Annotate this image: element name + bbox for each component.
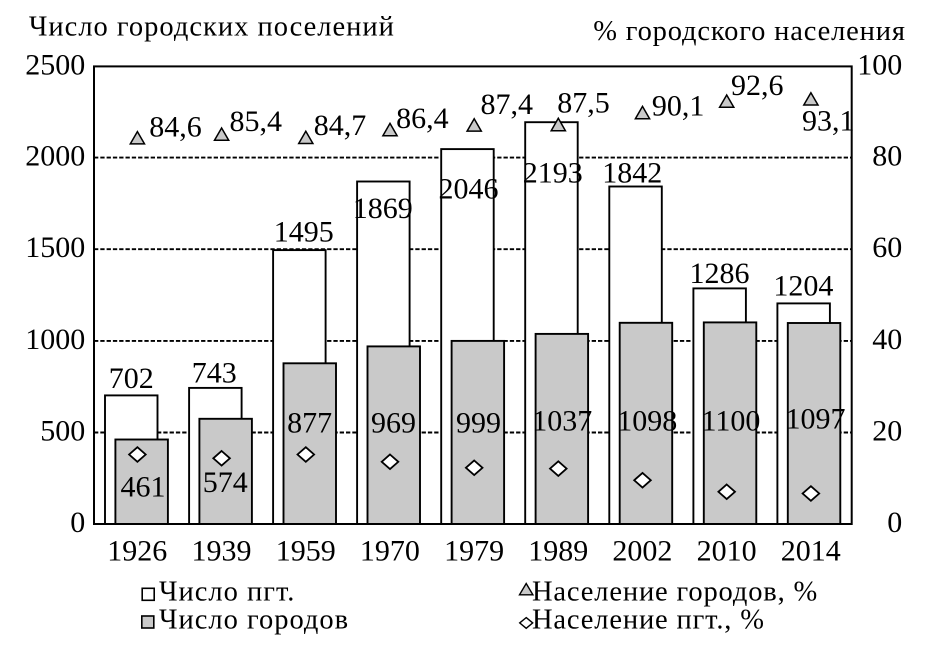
svg-text:Население пгт., %: Население пгт., % [532, 605, 765, 636]
svg-text:100: 100 [857, 48, 902, 81]
svg-text:2014: 2014 [781, 535, 841, 568]
svg-text:1495: 1495 [274, 215, 334, 248]
svg-text:1926: 1926 [107, 535, 167, 568]
svg-text:93,1: 93,1 [802, 105, 855, 138]
svg-text:2002: 2002 [612, 535, 672, 568]
svg-text:86,4: 86,4 [396, 102, 449, 135]
svg-text:1204: 1204 [773, 270, 833, 303]
svg-text:2193: 2193 [523, 157, 583, 190]
svg-text:40: 40 [872, 323, 902, 356]
svg-text:90,1: 90,1 [652, 89, 705, 122]
svg-text:1959: 1959 [276, 535, 336, 568]
svg-text:1100: 1100 [702, 405, 761, 438]
svg-text:2000: 2000 [25, 140, 85, 173]
svg-text:2010: 2010 [697, 535, 757, 568]
svg-text:84,6: 84,6 [149, 111, 202, 144]
svg-text:1869: 1869 [353, 192, 413, 225]
svg-text:877: 877 [287, 407, 332, 440]
svg-text:85,4: 85,4 [230, 105, 283, 138]
svg-text:1097: 1097 [786, 403, 846, 436]
svg-text:87,4: 87,4 [481, 88, 534, 121]
svg-text:Число пгт.: Число пгт. [159, 576, 295, 607]
svg-text:743: 743 [192, 356, 237, 389]
svg-text:500: 500 [40, 415, 85, 448]
svg-text:20: 20 [872, 415, 902, 448]
svg-text:% городского населения: % городского населения [593, 16, 906, 47]
svg-text:574: 574 [203, 466, 248, 499]
svg-text:1500: 1500 [25, 231, 85, 264]
svg-text:2046: 2046 [439, 173, 499, 206]
svg-text:87,5: 87,5 [557, 86, 610, 119]
svg-text:1970: 1970 [360, 535, 420, 568]
svg-text:1979: 1979 [444, 535, 504, 568]
svg-text:999: 999 [456, 407, 501, 440]
svg-text:84,7: 84,7 [314, 109, 367, 142]
svg-text:Число городских поселений: Число городских поселений [29, 12, 395, 43]
svg-text:1037: 1037 [532, 405, 592, 438]
svg-text:Население городов, %: Население городов, % [532, 576, 818, 607]
svg-text:1286: 1286 [690, 257, 750, 290]
svg-text:1842: 1842 [602, 157, 662, 190]
svg-text:60: 60 [872, 231, 902, 264]
svg-text:461: 461 [121, 471, 166, 504]
svg-text:0: 0 [70, 506, 85, 539]
svg-text:1098: 1098 [617, 405, 677, 438]
svg-text:92,6: 92,6 [731, 69, 784, 102]
svg-text:2500: 2500 [25, 48, 85, 81]
svg-text:Число городов: Число городов [159, 605, 349, 636]
svg-text:80: 80 [872, 140, 902, 173]
svg-text:1989: 1989 [528, 535, 588, 568]
svg-text:702: 702 [109, 362, 154, 395]
svg-text:969: 969 [371, 407, 416, 440]
svg-text:1000: 1000 [25, 323, 85, 356]
svg-text:1939: 1939 [192, 535, 252, 568]
svg-text:0: 0 [887, 506, 902, 539]
